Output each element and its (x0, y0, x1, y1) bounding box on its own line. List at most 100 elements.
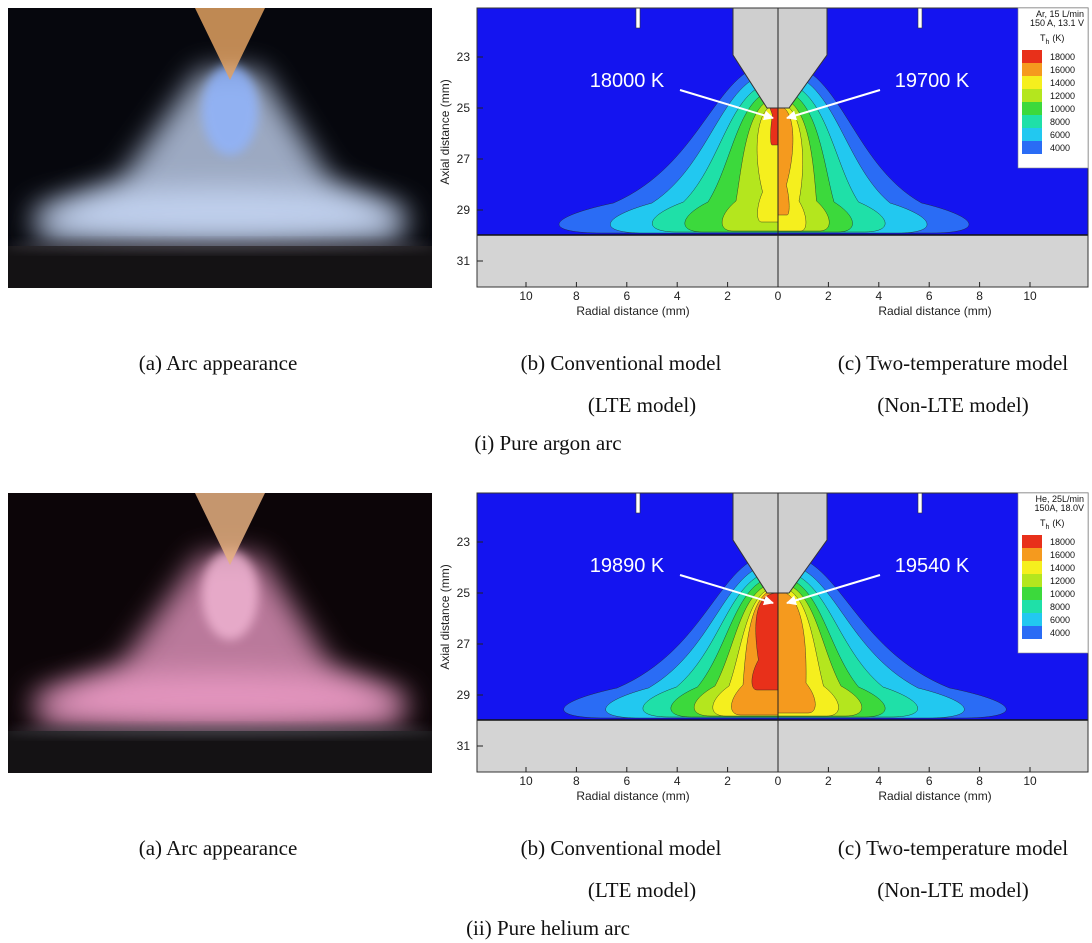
annotation: 19700 K (895, 70, 970, 92)
y-tick-label: 29 (457, 688, 471, 702)
legend-level: 6000 (1050, 615, 1070, 625)
x-tick-label: 10 (1023, 774, 1037, 788)
x-axis-label: Radial distance (mm) (576, 789, 689, 803)
contour-area (477, 493, 1088, 720)
workpiece (8, 731, 432, 773)
legend-swatch (1022, 115, 1042, 128)
legend-level: 14000 (1050, 563, 1075, 573)
contour-area (477, 8, 1088, 235)
legend-swatch (1022, 141, 1042, 154)
legend-level: 16000 (1050, 65, 1075, 75)
x-tick-label: 6 (623, 774, 630, 788)
legend-level: 14000 (1050, 78, 1075, 88)
x-axis-label: Radial distance (mm) (576, 304, 689, 318)
x-tick-label: 6 (623, 289, 630, 303)
legend-swatch (1022, 626, 1042, 639)
legend-title: Th (K) (1040, 33, 1064, 46)
caption: (c) Two-temperature model (838, 351, 1068, 375)
caption: (LTE model) (588, 393, 696, 417)
x-tick-label: 4 (674, 774, 681, 788)
caption: (Non-LTE model) (877, 878, 1028, 902)
x-tick-label: 4 (674, 289, 681, 303)
x-axis-label: Radial distance (mm) (878, 304, 991, 318)
annotation-arrow (679, 574, 774, 606)
workpiece-edge (8, 726, 432, 736)
legend-level: 8000 (1050, 602, 1070, 612)
arc-base (30, 187, 410, 243)
x-tick-label: 2 (724, 289, 731, 303)
caption: (b) Conventional model (521, 351, 722, 375)
x-tick-label: 2 (724, 774, 731, 788)
y-tick-label: 25 (457, 586, 471, 600)
x-tick-label: 10 (519, 289, 533, 303)
legend-level: 10000 (1050, 589, 1075, 599)
arc-base (30, 672, 410, 728)
legend-swatch (1022, 76, 1042, 89)
workpiece (8, 246, 432, 288)
legend-swatch (1022, 102, 1042, 115)
x-tick-label: 8 (976, 774, 983, 788)
legend-title-unit: (K) (1052, 518, 1064, 528)
caption: (Non-LTE model) (877, 393, 1028, 417)
panel-caption: (i) Pure argon arc (474, 431, 621, 455)
caption: (a) Arc appearance (139, 351, 298, 375)
annotation-arrow (786, 89, 881, 121)
arc-photo (8, 8, 432, 288)
legend-swatch (1022, 128, 1042, 141)
legend-swatch (1022, 587, 1042, 600)
y-tick-label: 23 (457, 535, 471, 549)
y-axis-label: Axial distance (mm) (438, 564, 452, 669)
legend-level: 4000 (1050, 143, 1070, 153)
x-axis-label: Radial distance (mm) (878, 789, 991, 803)
workpiece (477, 720, 1088, 772)
arc-photo (8, 493, 432, 773)
x-tick-label: 2 (825, 289, 832, 303)
workpiece-edge (8, 241, 432, 251)
legend-level: 10000 (1050, 104, 1075, 114)
legend-level: 16000 (1050, 550, 1075, 560)
x-tick-label: 6 (926, 774, 933, 788)
nozzle-marker (635, 7, 641, 29)
legend-level: 4000 (1050, 628, 1070, 638)
arc-core (202, 550, 258, 640)
caption: (LTE model) (588, 878, 696, 902)
workpiece (477, 235, 1088, 287)
legend-level: 6000 (1050, 130, 1070, 140)
x-tick-label: 10 (1023, 289, 1037, 303)
legend-title-unit: (K) (1052, 33, 1064, 43)
legend-condition: 150A, 18.0V (1034, 503, 1084, 513)
legend-level: 18000 (1050, 537, 1075, 547)
x-tick-label: 6 (926, 289, 933, 303)
nozzle-marker (635, 492, 641, 514)
y-tick-label: 23 (457, 50, 471, 64)
annotation: 18000 K (590, 70, 665, 92)
x-tick-label: 10 (519, 774, 533, 788)
legend-condition: He, 25L/min (1035, 494, 1084, 504)
legend-condition: 150 A, 13.1 V (1030, 18, 1084, 28)
legend-swatch (1022, 613, 1042, 626)
y-tick-label: 31 (457, 739, 471, 753)
annotation-arrow (786, 574, 881, 606)
x-tick-label: 4 (875, 289, 882, 303)
electrode (195, 8, 265, 80)
x-tick-label: 8 (573, 774, 580, 788)
legend-swatch (1022, 600, 1042, 613)
legend-title-subscript: h (1046, 39, 1050, 46)
x-tick-label: 0 (775, 289, 782, 303)
caption: (b) Conventional model (521, 836, 722, 860)
x-tick-label: 8 (573, 289, 580, 303)
x-tick-label: 0 (775, 774, 782, 788)
legend-swatch (1022, 63, 1042, 76)
y-tick-label: 31 (457, 254, 471, 268)
x-tick-label: 2 (825, 774, 832, 788)
y-tick-label: 29 (457, 203, 471, 217)
legend-swatch (1022, 50, 1042, 63)
electrode (195, 493, 265, 565)
legend-level: 18000 (1050, 52, 1075, 62)
x-tick-label: 4 (875, 774, 882, 788)
annotation: 19890 K (590, 555, 665, 577)
legend-title-subscript: h (1046, 524, 1050, 531)
